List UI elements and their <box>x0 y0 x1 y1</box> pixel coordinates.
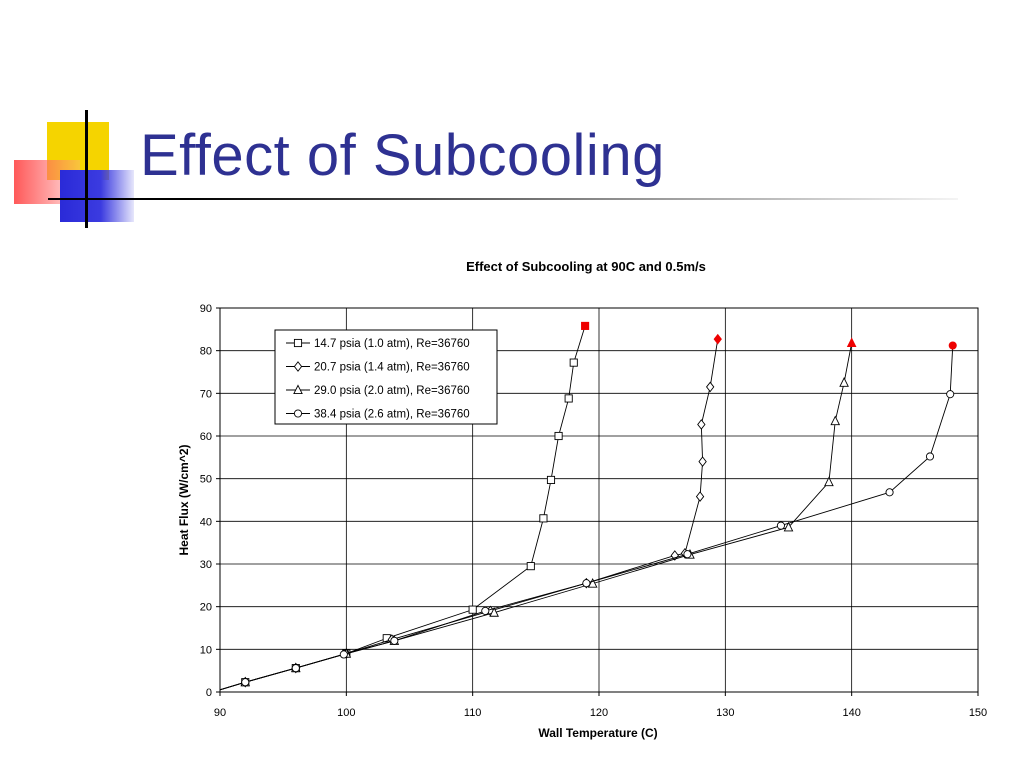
tick-labels: 0 10 20 30 40 50 60 70 80 90 90 100 110 120 130 140 150 <box>200 303 987 719</box>
decor-vertical-line <box>85 110 88 228</box>
legend-label: 38.4 psia (2.6 atm), Re=36760 <box>314 409 470 421</box>
legend-label: 20.7 psia (1.4 atm), Re=36760 <box>314 362 470 374</box>
data-point-triangle <box>587 578 598 588</box>
data-point-diamond <box>706 381 715 393</box>
endpoint-marker <box>846 337 857 348</box>
y-tick-label: 20 <box>200 602 212 614</box>
legend-label: 14.7 psia (1.0 atm), Re=36760 <box>314 338 470 350</box>
chart-title: Effect of Subcooling at 90C and 0.5m/s <box>466 259 706 274</box>
legend-marker-circle <box>293 409 303 418</box>
data-point-circle <box>481 606 490 615</box>
y-tick-label: 80 <box>200 346 212 358</box>
x-tick-label: 110 <box>464 707 482 719</box>
y-tick-label: 10 <box>200 644 212 656</box>
data-point-triangle <box>824 476 834 487</box>
data-point-diamond <box>697 419 706 430</box>
data-point-circle <box>241 678 250 687</box>
data-point-diamond <box>670 550 679 561</box>
data-point-triangle <box>783 521 794 532</box>
data-point-square <box>546 475 556 484</box>
data-point-square <box>539 514 548 523</box>
data-point-diamond <box>698 456 707 467</box>
data-point-circle <box>390 636 399 645</box>
legend: 14.7 psia (1.0 atm), Re=36760 20.7 psia (… <box>274 329 498 425</box>
data-point-circle <box>925 452 935 461</box>
y-tick-label: 60 <box>200 431 212 443</box>
data-point-circle <box>582 579 591 588</box>
data-point-circle <box>339 650 348 659</box>
endpoint-marker <box>713 333 722 345</box>
title-underline <box>48 198 958 200</box>
x-tick-label: 140 <box>842 707 860 719</box>
x-tick-label: 120 <box>590 707 608 719</box>
y-axis-label: Heat Flux (W/cm^2) <box>177 444 191 555</box>
data-point-square <box>526 562 535 571</box>
x-tick-label: 100 <box>337 707 355 719</box>
legend-box <box>274 329 498 425</box>
endpoint-marker <box>948 341 957 350</box>
x-tick-label: 90 <box>214 707 226 719</box>
data-point-circle <box>946 390 955 399</box>
y-tick-label: 0 <box>206 687 212 699</box>
data-point-square <box>468 605 477 614</box>
y-tick-label: 90 <box>200 303 212 315</box>
data-point-circle <box>683 550 692 559</box>
legend-label: 29.0 psia (2.0 atm), Re=36760 <box>314 385 470 397</box>
x-tick-label: 130 <box>716 707 734 719</box>
legend-marker-diamond <box>293 361 303 372</box>
y-tick-label: 40 <box>200 516 212 528</box>
decor-blue-square <box>60 170 134 222</box>
series-4 <box>219 341 957 691</box>
y-tick-label: 30 <box>200 559 212 571</box>
data-point-circle <box>885 488 894 497</box>
legend-marker-triangle <box>293 384 303 395</box>
data-point-triangle <box>489 607 499 617</box>
y-tick-label: 50 <box>200 474 212 486</box>
data-point-square <box>554 431 563 441</box>
data-point-triangle <box>830 415 841 426</box>
y-tick-label: 70 <box>200 388 212 400</box>
data-point-circle <box>291 664 300 673</box>
data-point-square <box>569 358 578 367</box>
data-point-square <box>564 394 573 403</box>
data-point-triangle <box>839 377 849 387</box>
slide-title: Effect of Subcooling <box>140 123 665 188</box>
series-group <box>219 321 957 691</box>
data-point-circle <box>776 521 785 530</box>
data-point-diamond <box>695 491 705 502</box>
x-axis-label: Wall Temperature (C) <box>538 726 657 740</box>
legend-marker-square <box>293 338 303 348</box>
grid <box>216 307 979 696</box>
x-tick-label: 150 <box>969 707 987 719</box>
endpoint-marker <box>581 321 590 330</box>
